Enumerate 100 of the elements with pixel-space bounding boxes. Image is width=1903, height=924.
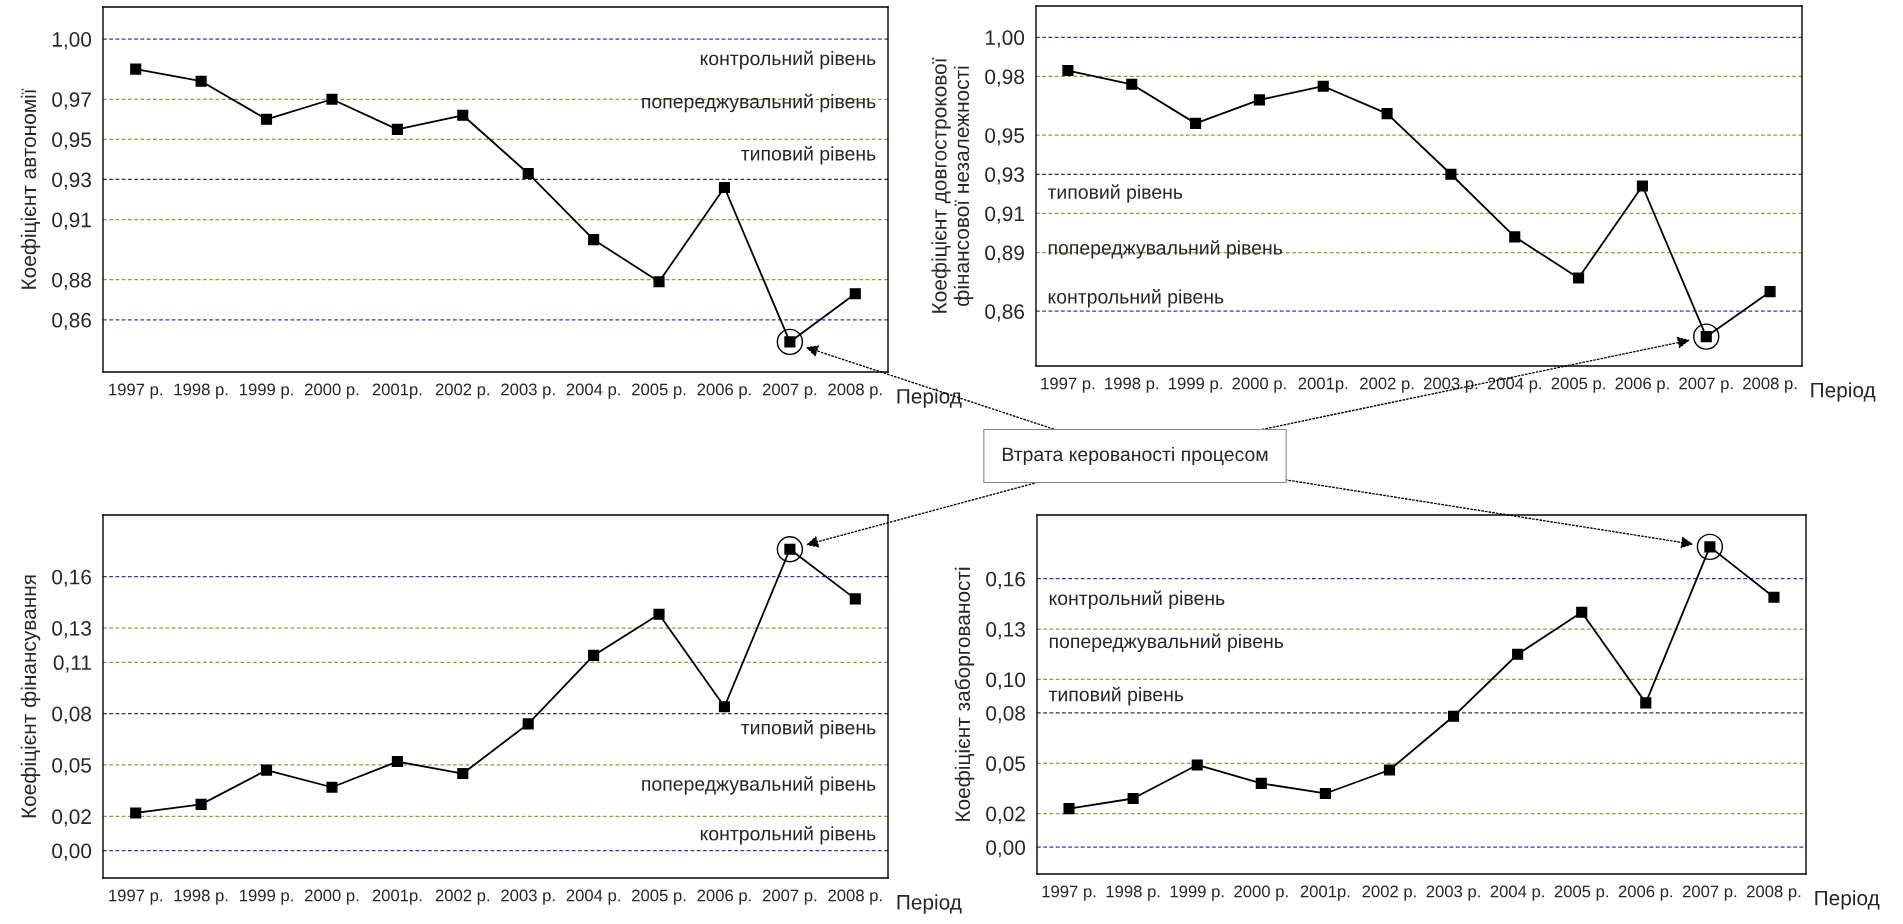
x-tick-label: 2006 р.	[697, 889, 751, 905]
point	[1191, 759, 1203, 771]
point	[849, 288, 861, 300]
y-tick-label: 0,91	[52, 212, 91, 230]
x-tick-label: 1999 р.	[240, 889, 293, 905]
x-tick-label: 2006 р.	[697, 383, 751, 399]
x-tick-label: 2004 р.	[1487, 377, 1542, 393]
x-tick-label: 2006 р.	[1618, 885, 1673, 901]
x-tick-label: 1998 р.	[174, 383, 228, 399]
y-tick-label: 0,13	[986, 622, 1025, 640]
point	[588, 234, 600, 246]
y-tick-label: 0,93	[985, 167, 1024, 185]
point	[1636, 180, 1648, 192]
y-tick-label: 1,00	[52, 32, 92, 50]
point	[130, 807, 142, 819]
point	[588, 649, 600, 661]
x-tick-label: 2002 р.	[435, 383, 490, 399]
point	[849, 593, 861, 605]
x-tick-label: 2008 р.	[1747, 885, 1801, 901]
point	[326, 781, 338, 793]
x-tick-label: 2005 р.	[632, 889, 686, 905]
y-tick-label: 0,05	[52, 757, 92, 776]
x-tick-label: 2005 р.	[632, 383, 686, 399]
y-tick-label: 0,08	[986, 705, 1025, 724]
point	[1126, 78, 1138, 90]
point	[260, 764, 273, 776]
x-tick-label: 1997 р.	[109, 889, 162, 905]
x-tick-label: 1997 р.	[1042, 885, 1096, 901]
y-axis-title: Коефіцієнт заборгованості	[954, 567, 975, 821]
x-tick-label: 2001р.	[372, 889, 422, 905]
annotation: попереджувальний рівень	[1048, 240, 1283, 259]
x-tick-label: 1997 р.	[109, 383, 162, 399]
y-tick-label: 0,95	[52, 132, 92, 150]
point	[260, 113, 273, 125]
point	[1062, 65, 1074, 77]
x-tick-label: 2000 р.	[1232, 377, 1286, 393]
y-tick-label: 1,00	[985, 30, 1025, 48]
y-tick-label: 0,05	[986, 756, 1026, 774]
y-tick-label: 0,97	[52, 92, 91, 110]
x-tick-label: 2000 р.	[305, 889, 359, 905]
point	[391, 756, 403, 768]
y-tick-label: 0,86	[985, 304, 1024, 322]
x-tick-label: 1999 р.	[240, 383, 293, 399]
x-tick-label: 2003 р.	[1426, 885, 1480, 901]
point	[457, 109, 469, 121]
point	[1255, 777, 1267, 789]
x-tick-label: 2002 р.	[1360, 377, 1414, 393]
x-tick-label: 2008 р.	[1743, 377, 1797, 393]
x-tick-label: 1998 р.	[174, 889, 228, 905]
y-tick-label: 0,02	[986, 806, 1025, 824]
point	[522, 167, 534, 180]
point	[1509, 231, 1521, 243]
y-axis-title: Коефіцієнт фінансування	[20, 575, 41, 818]
y-tick-label: 0,95	[985, 128, 1025, 146]
point	[1127, 792, 1139, 805]
point	[1317, 80, 1329, 92]
point	[1445, 168, 1457, 180]
x-axis-title: Період	[897, 388, 962, 408]
x-tick-label: 1998 р.	[1106, 885, 1160, 901]
x-tick-label: 2001р.	[1298, 377, 1348, 393]
x-tick-label: 2004 р.	[1490, 885, 1544, 901]
point	[1319, 787, 1331, 800]
y-tick-label: 0,08	[52, 706, 91, 724]
annotation: типовий рівень	[1048, 686, 1184, 706]
x-tick-label: 2003 р.	[501, 383, 555, 399]
point	[1764, 286, 1776, 298]
x-tick-label: 2004 р.	[566, 383, 620, 399]
point	[1768, 591, 1780, 603]
annotation: попереджувальний рівень	[642, 776, 876, 795]
x-tick-label: 1998 р.	[1105, 377, 1159, 393]
x-tick-label: 1999 р.	[1169, 377, 1222, 393]
annotation: типовий рівень	[741, 719, 876, 739]
y-tick-label: 0,86	[52, 312, 91, 331]
point	[326, 93, 338, 105]
point	[1640, 697, 1652, 709]
x-axis-title: Період	[1815, 890, 1880, 910]
point	[1381, 108, 1393, 120]
y-tick-label: 0,13	[52, 621, 91, 639]
annotation: типовий рівень	[741, 145, 876, 165]
y-tick-label: 0,93	[52, 172, 91, 190]
x-tick-label: 1997 р.	[1041, 377, 1095, 393]
point	[1063, 803, 1075, 815]
x-tick-label: 2004 р.	[566, 889, 620, 905]
annotation: контрольний рівень	[700, 50, 876, 70]
text: Втрата керованості процесом	[1002, 446, 1268, 466]
x-axis-title: Період	[897, 894, 962, 914]
point	[1447, 710, 1460, 722]
y-tick-label: 0,00	[52, 843, 92, 861]
x-tick-label: 2007 р.	[762, 889, 817, 905]
x-tick-label: 2008 р.	[828, 889, 882, 905]
point	[1253, 94, 1265, 106]
x-tick-label: 2005 р.	[1554, 885, 1608, 901]
point	[522, 718, 534, 730]
point	[718, 701, 731, 713]
point	[653, 276, 665, 288]
y-tick-label: 0,00	[986, 840, 1026, 858]
x-tick-label: 2007 р.	[1682, 885, 1737, 901]
annotation: попереджувальний рівень	[642, 93, 876, 113]
y-tick-label: 0,02	[52, 809, 91, 827]
annotation: типовий рівень	[1047, 184, 1183, 203]
